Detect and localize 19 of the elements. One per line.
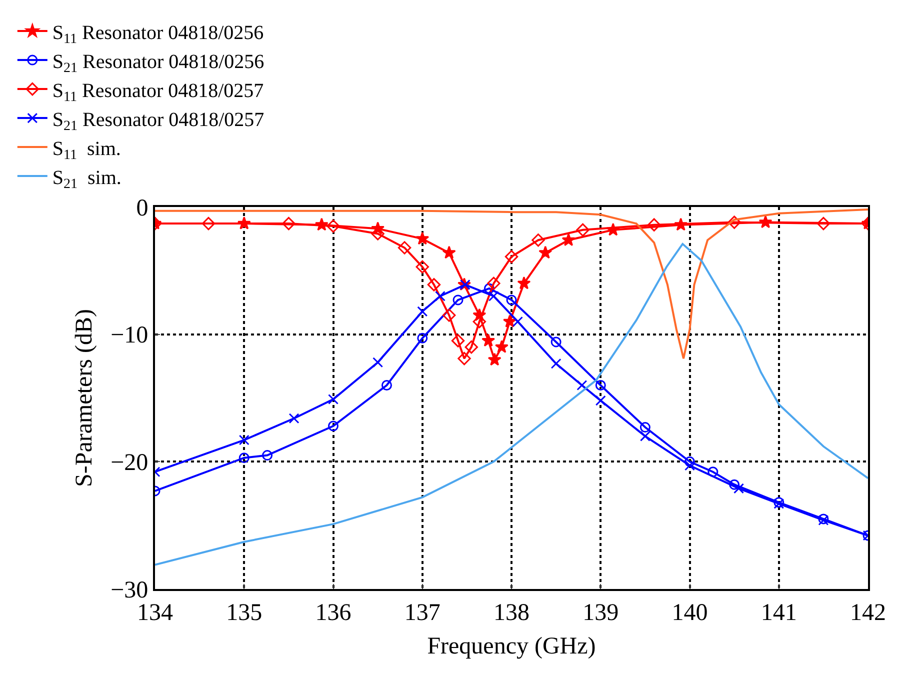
y-tick-label: −10 [110,322,148,349]
x-tick-label: 138 [494,600,530,626]
legend-label: S$_{11}$ Resonator 04818/0256 [52,22,264,48]
legend-label: S$_{21}$ Resonator 04818/0256 [52,50,264,76]
x-tick-label: 135 [226,600,262,626]
y-axis-title: S-Parameters (dB) [71,309,98,487]
legend-label: S$_{21}$ Resonator 04818/0257 [52,108,264,134]
x-tick-label: 137 [404,600,440,626]
x-tick-label: 136 [315,600,352,626]
legend-label: S$_{21}$ sim. [52,166,122,192]
x-tick-label: 140 [672,600,708,626]
x-axis-title: Frequency (GHz) [427,634,596,660]
legend-label: S$_{11}$ sim. [52,138,121,164]
legend-label: S$_{11}$ Resonator 04818/0257 [52,80,264,106]
y-tick-label: −20 [110,450,148,476]
x-tick-label: 141 [760,600,797,626]
x-tick-label: 139 [582,600,619,626]
x-tick-label: 142 [850,600,886,626]
y-tick-label: 0 [136,195,148,222]
